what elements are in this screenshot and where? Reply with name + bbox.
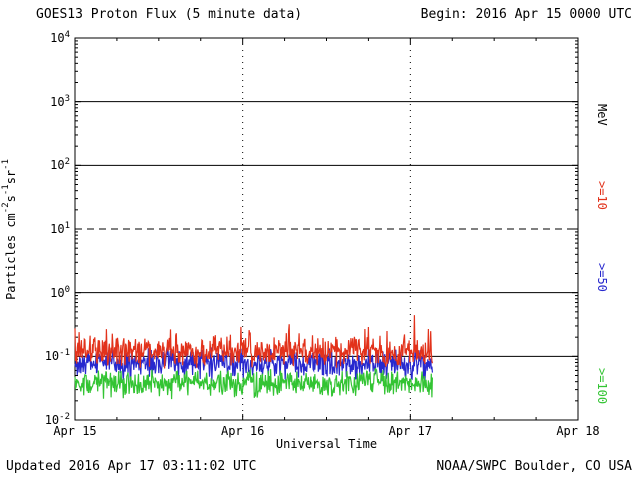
y-tick-label: 101: [50, 221, 70, 237]
mev-unit-label: MeV: [595, 104, 609, 126]
y-tick-label: 100: [50, 284, 70, 300]
x-tick-label: Apr 15: [53, 424, 97, 438]
series-line--50-mev: [74, 347, 433, 382]
x-tick-label: Apr 17: [388, 424, 432, 438]
legend-label-ge100: >=100: [595, 367, 609, 405]
y-axis-label-wrap: Particles cm-2s-1sr-1: [1, 38, 20, 420]
x-axis-label: Universal Time: [275, 437, 378, 451]
y-tick-label: 10-2: [44, 412, 70, 428]
series-line--10-mev: [74, 315, 433, 369]
x-tick-label: Apr 16: [220, 424, 265, 438]
y-tick-label: 104: [50, 30, 70, 46]
legend-ge100-wrap: >=100: [592, 348, 612, 424]
y-tick-label: 102: [50, 157, 70, 173]
y-tick-label: 10-1: [44, 348, 70, 364]
series-line--100-mev: [74, 367, 433, 400]
source-credit-label: NOAA/SWPC Boulder, CO USA: [436, 459, 632, 474]
begin-time-label: Begin: 2016 Apr 15 0000 UTC: [420, 7, 632, 22]
right-unit-wrap: MeV: [592, 80, 612, 150]
chart-title: GOES13 Proton Flux (5 minute data): [36, 7, 303, 22]
y-tick-label: 103: [50, 93, 70, 109]
legend-label-ge10: >=10: [595, 180, 609, 210]
y-axis-label: Particles cm-2s-1sr-1: [1, 158, 18, 300]
legend-ge10-wrap: >=10: [592, 160, 612, 230]
updated-time-label: Updated 2016 Apr 17 03:11:02 UTC: [6, 459, 257, 474]
legend-label-ge50: >=50: [595, 262, 609, 292]
legend-ge50-wrap: >=50: [592, 242, 612, 312]
x-tick-label: Apr 18: [556, 424, 600, 438]
